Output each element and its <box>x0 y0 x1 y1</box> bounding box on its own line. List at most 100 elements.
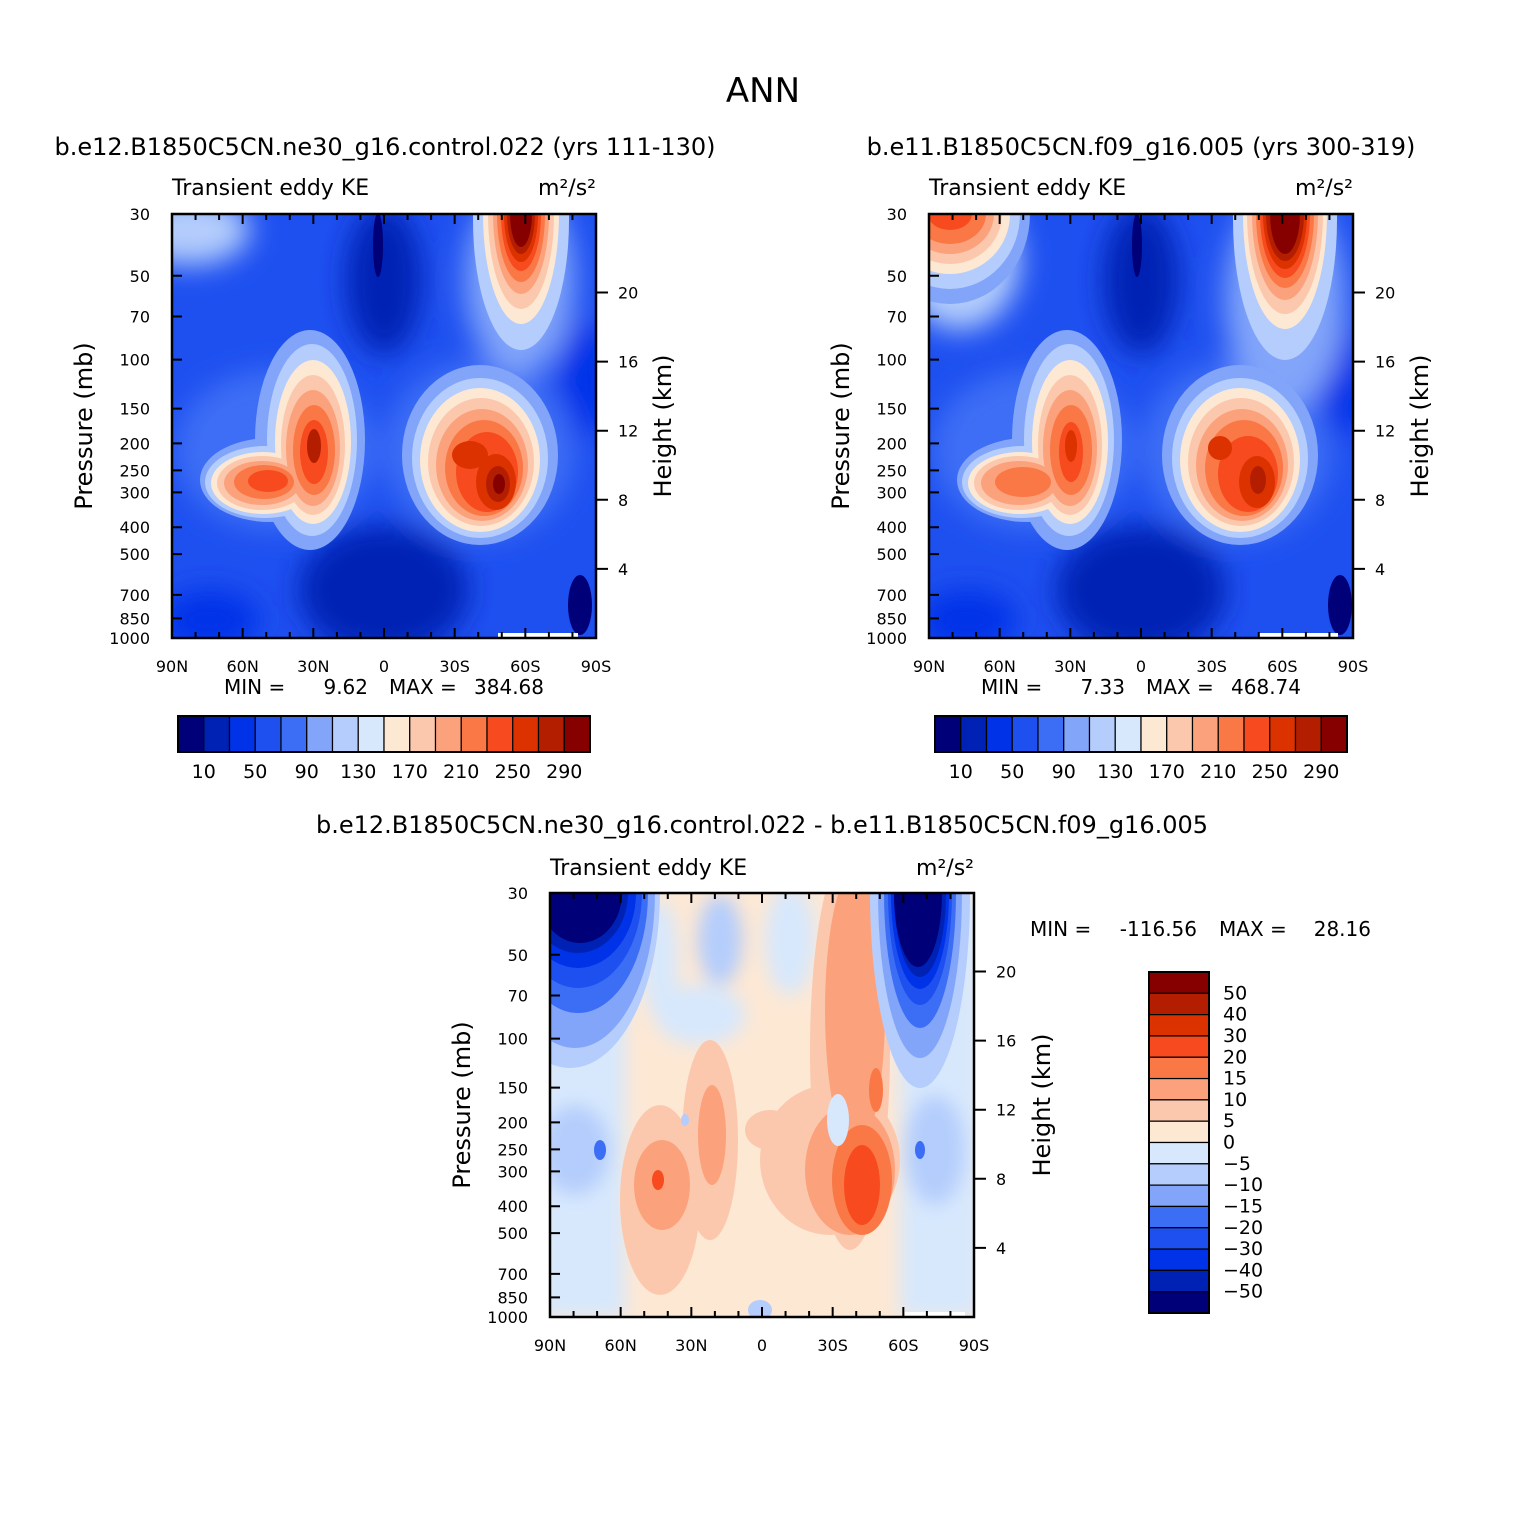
y-tick-label: 300 <box>876 483 907 502</box>
colorbar-box <box>1011 715 1039 753</box>
y-tick-label: 250 <box>497 1140 528 1159</box>
y-tick-label: 100 <box>876 351 907 370</box>
y-tick-label: 200 <box>497 1113 528 1132</box>
panel-b-title: b.e11.B1850C5CN.f09_g16.005 (yrs 300-319… <box>867 133 1416 161</box>
x-tick-label: 0 <box>379 657 389 676</box>
y-tick-label: 850 <box>119 609 150 628</box>
x-tick-label: 90S <box>581 657 612 676</box>
x-tick-label: 30N <box>1054 657 1086 676</box>
panel-a-ylabel: Pressure (mb) <box>70 342 98 509</box>
x-tick-label: 60N <box>605 1336 637 1355</box>
y-tick-label: 700 <box>119 586 150 605</box>
colorbar-label: 210 <box>443 761 479 783</box>
colorbar-box <box>1166 715 1194 753</box>
panel-a-title: b.e12.B1850C5CN.ne30_g16.control.022 (yr… <box>54 133 715 161</box>
panel-diff-units-label: m²/s² <box>916 856 974 881</box>
y-tick-label: 300 <box>119 483 150 502</box>
panel-b-max-label: MAX = <box>1146 675 1214 699</box>
y-tick-label: 50 <box>130 267 150 286</box>
colorbar-box <box>486 715 514 753</box>
x-tick-label: 30N <box>675 1336 707 1355</box>
y2-tick-label: 4 <box>618 560 628 579</box>
panel-a-y2label: Height (km) <box>649 355 677 498</box>
y-tick-label: 1000 <box>487 1308 528 1327</box>
y-tick-label: 150 <box>876 400 907 419</box>
colorbar-box <box>1148 1077 1210 1101</box>
colorbar-box <box>1217 715 1245 753</box>
y2-tick-label: 4 <box>1375 560 1385 579</box>
x-tick-label: 90S <box>1338 657 1369 676</box>
panel-diff-contours <box>550 893 970 1317</box>
colorbar-label: 10 <box>1223 1089 1247 1111</box>
colorbar-box <box>1063 715 1091 753</box>
colorbar-box <box>1088 715 1116 753</box>
colorbar-label: 20 <box>1223 1046 1247 1068</box>
y-tick-label: 850 <box>876 609 907 628</box>
y2-tick-label: 16 <box>996 1032 1016 1051</box>
y-tick-label: 500 <box>119 545 150 564</box>
y2-tick-label: 16 <box>618 353 638 372</box>
panel-b-units-label: m²/s² <box>1295 176 1353 201</box>
colorbar-box <box>1148 1141 1210 1165</box>
colorbar-box <box>254 715 282 753</box>
y2-tick-label: 8 <box>618 491 628 510</box>
colorbar-label: 90 <box>295 761 319 783</box>
y-tick-label: 1000 <box>109 629 150 648</box>
colorbar-box <box>306 715 334 753</box>
panel-a: b.e12.B1850C5CN.ne30_g16.control.022 (yr… <box>54 133 715 783</box>
colorbar-box <box>1243 715 1271 753</box>
x-tick-label: 90N <box>534 1336 566 1355</box>
y2-tick-label: 20 <box>1375 284 1395 303</box>
panel-b-contours <box>929 214 1352 638</box>
x-tick-label: 60S <box>1267 657 1298 676</box>
y2-tick-label: 20 <box>618 284 638 303</box>
colorbar-label: 210 <box>1200 761 1236 783</box>
colorbar-label: 50 <box>1000 761 1024 783</box>
x-tick-label: 90N <box>913 657 945 676</box>
colorbar-label: 130 <box>1097 761 1133 783</box>
axis-ticks <box>171 213 608 639</box>
panel-a-colorbar: 10 50 90 130 170 210 250 290 <box>177 715 591 783</box>
y-tick-label: 150 <box>497 1079 528 1098</box>
y2-tick-label: 4 <box>996 1239 1006 1258</box>
colorbar-label: 15 <box>1223 1068 1247 1090</box>
colorbar-box <box>1191 715 1219 753</box>
colorbar-label: 250 <box>495 761 531 783</box>
y-tick-label: 250 <box>119 461 150 480</box>
colorbar-box <box>331 715 359 753</box>
colorbar-box <box>203 715 231 753</box>
panel-diff-max-label: MAX = <box>1219 917 1287 941</box>
panel-diff-ylabel: Pressure (mb) <box>448 1021 476 1188</box>
panel-a-contours <box>200 214 592 638</box>
colorbar-box <box>1294 715 1322 753</box>
y-tick-label: 1000 <box>866 629 907 648</box>
colorbar-label: 290 <box>1303 761 1339 783</box>
colorbar-box <box>1148 1014 1210 1037</box>
x-tick-label: 30S <box>439 657 470 676</box>
colorbar-label: 170 <box>392 761 428 783</box>
colorbar-box <box>1114 715 1142 753</box>
colorbar-label: 30 <box>1223 1025 1247 1047</box>
colorbar-box <box>537 715 565 753</box>
y-tick-label: 400 <box>876 518 907 537</box>
x-tick-label: 60S <box>510 657 541 676</box>
panel-b-max-value: 468.74 <box>1231 675 1301 699</box>
colorbar-box <box>934 715 962 753</box>
colorbar-label: 90 <box>1052 761 1076 783</box>
panel-b-colorbar: 10 50 90 130 170 210 250 290 <box>934 715 1348 783</box>
colorbar-box <box>460 715 488 753</box>
y-tick-label: 100 <box>119 351 150 370</box>
x-tick-label: 0 <box>757 1336 767 1355</box>
panel-a-units-label: m²/s² <box>538 176 596 201</box>
colorbar-label: 10 <box>192 761 216 783</box>
colorbar-label: 250 <box>1252 761 1288 783</box>
colorbar-box <box>960 715 988 753</box>
y2-tick-label: 12 <box>996 1101 1016 1120</box>
y-tick-label: 400 <box>497 1197 528 1216</box>
colorbar-label: 10 <box>949 761 973 783</box>
panel-a-max-value: 384.68 <box>474 675 544 699</box>
colorbar-frame <box>177 715 591 753</box>
colorbar-box <box>1148 992 1210 1016</box>
panel-b-y2label: Height (km) <box>1406 355 1434 498</box>
